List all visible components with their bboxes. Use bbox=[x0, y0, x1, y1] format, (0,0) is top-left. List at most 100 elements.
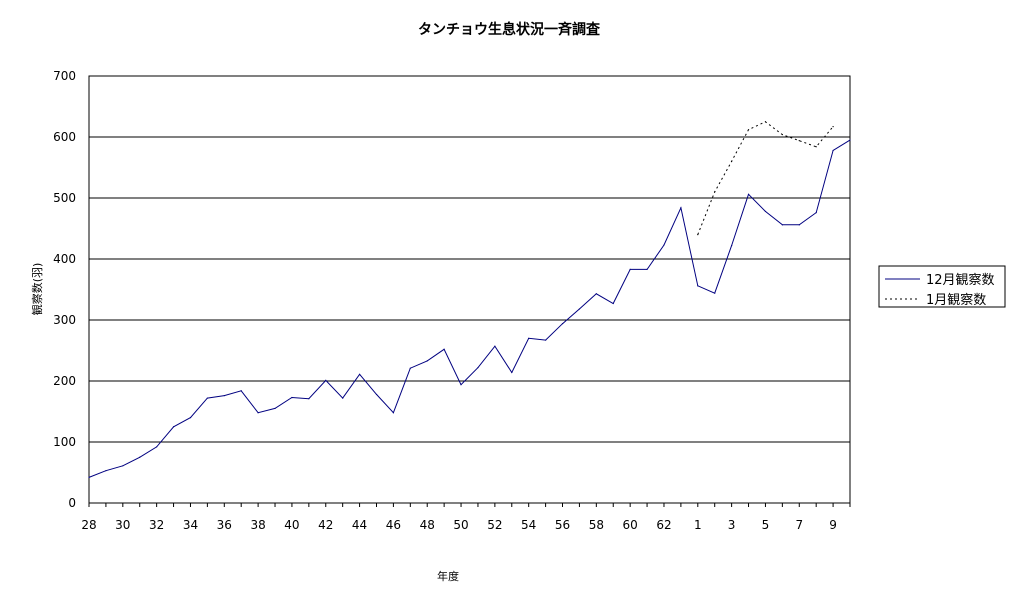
x-tick-label: 62 bbox=[656, 518, 671, 532]
data-point bbox=[342, 397, 344, 399]
data-point bbox=[731, 160, 733, 162]
data-point bbox=[545, 339, 547, 341]
data-point bbox=[646, 268, 648, 270]
data-point bbox=[88, 476, 90, 478]
legend-label-12月観察数: 12月観察数 bbox=[926, 273, 995, 288]
data-point bbox=[358, 373, 361, 375]
data-point bbox=[392, 412, 394, 414]
x-tick-label: 48 bbox=[420, 518, 435, 532]
data-point bbox=[206, 397, 208, 399]
y-tick-label: 500 bbox=[53, 191, 76, 205]
data-point bbox=[291, 396, 293, 399]
x-tick-label: 46 bbox=[386, 518, 401, 532]
x-tick-label: 36 bbox=[217, 518, 232, 532]
data-point bbox=[426, 360, 428, 362]
data-point bbox=[578, 308, 581, 310]
x-tick-label: 38 bbox=[250, 518, 265, 532]
data-point bbox=[240, 390, 242, 392]
data-point bbox=[781, 133, 783, 136]
data-point bbox=[223, 395, 225, 397]
y-tick-label: 700 bbox=[53, 69, 76, 83]
data-point bbox=[139, 456, 141, 458]
x-tick-label: 58 bbox=[589, 518, 604, 532]
data-point bbox=[815, 212, 817, 214]
legend: 12月観察数 1月観察数 bbox=[878, 265, 1006, 308]
x-tick-label: 28 bbox=[81, 518, 96, 532]
data-point bbox=[257, 412, 259, 414]
data-point bbox=[663, 244, 665, 246]
x-tick-label: 50 bbox=[453, 518, 468, 532]
x-tick-label: 1 bbox=[694, 518, 702, 532]
data-point bbox=[375, 393, 378, 396]
data-point bbox=[477, 366, 479, 369]
series-lines bbox=[88, 121, 851, 478]
data-point bbox=[443, 348, 445, 350]
data-point bbox=[325, 379, 327, 381]
data-point bbox=[747, 193, 750, 195]
y-tick-labels: 0 100 200 300 400 500 600 700 bbox=[53, 69, 76, 510]
data-point bbox=[528, 337, 530, 339]
data-point bbox=[832, 126, 834, 128]
x-tick-label: 7 bbox=[795, 518, 803, 532]
data-point bbox=[409, 367, 411, 369]
series-line-1月観察数 bbox=[697, 121, 834, 235]
data-point bbox=[308, 398, 310, 400]
data-point bbox=[105, 470, 107, 472]
y-axis-label: 観察数(羽) bbox=[30, 263, 44, 316]
x-tick-labels: 28 30 32 34 36 38 40 42 44 46 48 50 52 54 56 58 60 62 1 3 5 7… bbox=[81, 518, 837, 532]
data-point bbox=[680, 207, 682, 209]
x-tick-label: 44 bbox=[352, 518, 367, 532]
data-point bbox=[511, 371, 513, 374]
plot-area bbox=[88, 75, 851, 504]
x-tick-label: 40 bbox=[284, 518, 299, 532]
x-tick-label: 34 bbox=[183, 518, 198, 532]
data-point bbox=[460, 384, 462, 386]
data-point bbox=[731, 244, 733, 247]
x-tick-marks bbox=[88, 503, 851, 507]
x-tick-label: 3 bbox=[728, 518, 736, 532]
y-tick-label: 400 bbox=[53, 252, 76, 266]
data-point bbox=[714, 292, 716, 294]
data-point bbox=[595, 293, 597, 295]
y-tick-label: 0 bbox=[68, 496, 76, 510]
data-point bbox=[764, 121, 767, 123]
x-tick-label: 52 bbox=[487, 518, 502, 532]
x-tick-label: 56 bbox=[555, 518, 570, 532]
data-point bbox=[832, 149, 834, 152]
x-tick-label: 60 bbox=[623, 518, 638, 532]
data-point bbox=[156, 446, 158, 448]
data-point bbox=[629, 268, 631, 270]
data-point bbox=[798, 224, 800, 226]
x-tick-label: 30 bbox=[115, 518, 130, 532]
chart-title: タンチョウ生息状況一斉調査 bbox=[418, 21, 601, 38]
data-point bbox=[274, 407, 276, 410]
data-point bbox=[815, 146, 817, 148]
y-tick-label: 100 bbox=[53, 435, 76, 449]
legend-box bbox=[878, 265, 1006, 308]
data-point bbox=[561, 323, 564, 325]
x-axis-label: 年度 bbox=[437, 569, 459, 583]
data-point bbox=[849, 139, 851, 141]
x-tick-label: 32 bbox=[149, 518, 164, 532]
gridlines bbox=[89, 136, 850, 443]
data-point bbox=[764, 210, 767, 213]
data-point bbox=[714, 191, 716, 193]
data-point bbox=[697, 234, 699, 236]
data-point bbox=[798, 140, 800, 142]
legend-label-1月観察数: 1月観察数 bbox=[926, 293, 986, 308]
y-tick-label: 200 bbox=[53, 374, 76, 388]
y-tick-label: 600 bbox=[53, 130, 76, 144]
data-point bbox=[747, 129, 750, 131]
data-point bbox=[172, 426, 175, 428]
x-tick-label: 42 bbox=[318, 518, 333, 532]
series-line-12月観察数 bbox=[88, 139, 851, 478]
x-tick-label: 54 bbox=[521, 518, 536, 532]
x-tick-label: 5 bbox=[762, 518, 770, 532]
data-point bbox=[189, 417, 192, 419]
x-tick-label: 9 bbox=[829, 518, 837, 532]
data-point bbox=[612, 302, 614, 305]
data-point bbox=[781, 224, 783, 226]
y-tick-label: 300 bbox=[53, 313, 76, 327]
data-point bbox=[697, 285, 699, 287]
